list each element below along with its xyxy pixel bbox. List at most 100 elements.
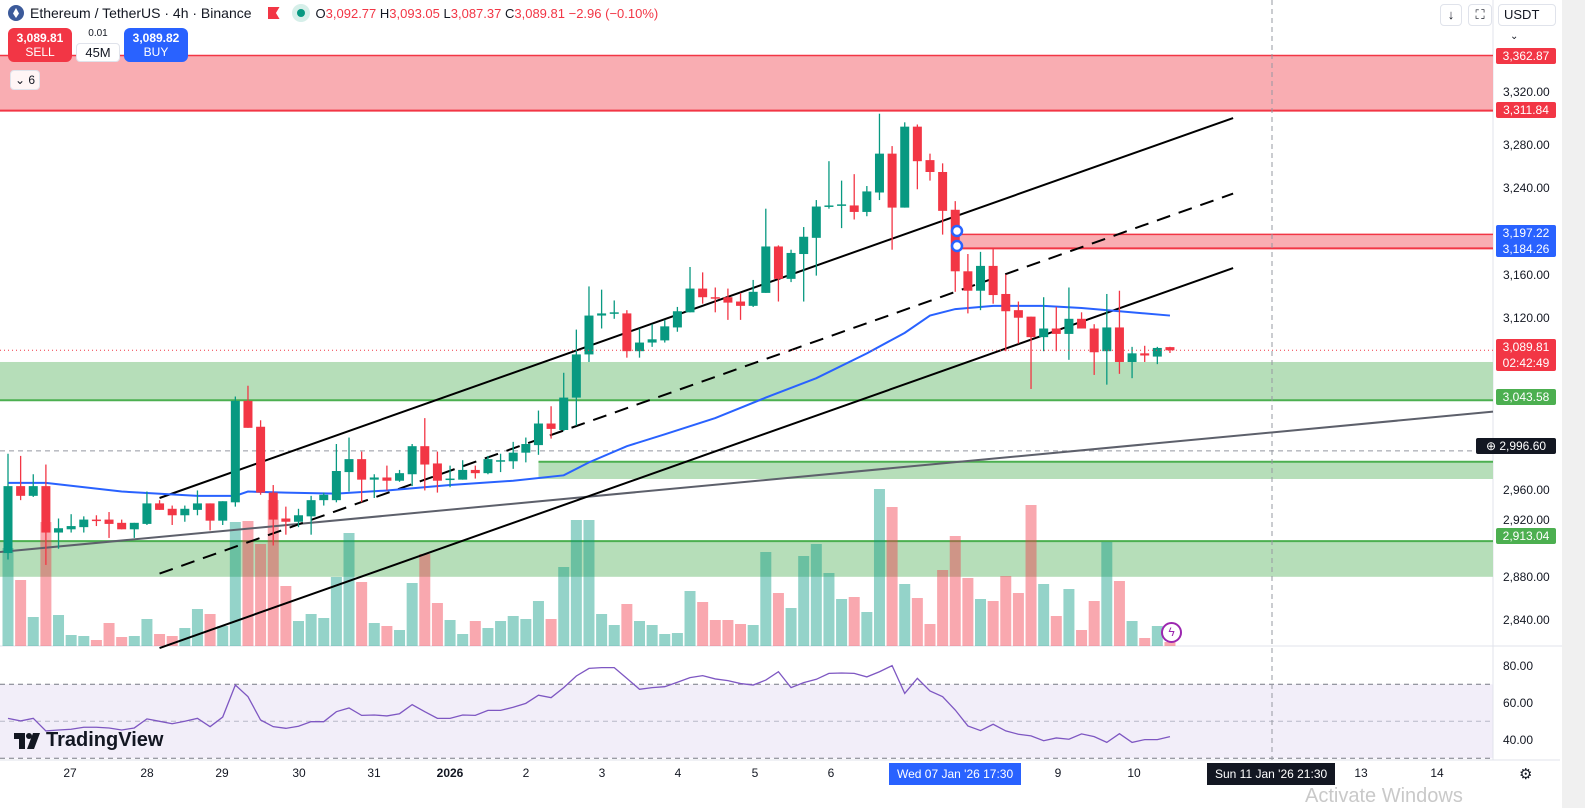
volume-bar: [2, 548, 14, 646]
candle-body: [773, 246, 783, 279]
volume-bar: [760, 552, 772, 646]
symbol-title[interactable]: Ethereum / TetherUS · 4h · Binance: [30, 5, 252, 21]
chevron-down-icon: ⌄: [1510, 31, 1519, 42]
currency-value: USDT: [1504, 7, 1540, 22]
price-badge-text: 3,043.58: [1502, 390, 1550, 404]
price-tick: 3,160.00: [1503, 267, 1550, 282]
candle-body: [1039, 328, 1049, 338]
candle-body: [799, 236, 809, 255]
candle-body: [167, 508, 177, 516]
volume-bar: [65, 635, 77, 646]
candle-body: [281, 518, 291, 522]
volume-bar: [684, 591, 696, 646]
candle-body: [1152, 347, 1162, 357]
time-label: 2: [522, 766, 530, 780]
candle-body: [41, 486, 51, 533]
currency-select[interactable]: USDT ⌄: [1498, 4, 1556, 42]
lightning-icon[interactable]: ϟ: [1161, 622, 1182, 643]
volume-bar: [1025, 505, 1037, 646]
candle-body: [672, 311, 682, 328]
volume-bar: [747, 625, 759, 646]
price-badge-blue: 3,197.22 3,184.26: [1496, 225, 1556, 257]
candle-body: [458, 469, 468, 480]
volume-bar: [1050, 616, 1062, 646]
volume-bar: [1126, 621, 1138, 646]
time-label: 4: [674, 766, 682, 780]
volume-bar: [78, 636, 90, 646]
close-label: C: [504, 5, 515, 21]
candle-body: [736, 301, 746, 306]
quantity-input[interactable]: 45M: [76, 43, 120, 62]
candle-body: [1077, 318, 1087, 329]
volume-bar: [949, 536, 961, 646]
volume-bar: [785, 608, 797, 646]
candle-body: [710, 297, 720, 299]
time-label: 2026: [436, 766, 464, 780]
candle-body: [1051, 328, 1061, 334]
volume-bar: [507, 616, 519, 646]
ohlc-values: O3,092.77 H3,093.05 L3,087.37 C3,089.81 …: [316, 6, 659, 21]
volume-bar: [154, 634, 166, 646]
volume-bar: [583, 520, 595, 646]
settings-gear-icon[interactable]: ⚙: [1519, 766, 1533, 783]
volume-bar: [431, 603, 443, 646]
market-status-icon[interactable]: [291, 4, 310, 22]
time-label: 10: [1127, 766, 1141, 780]
candle-body: [319, 494, 329, 501]
flag-icon[interactable]: [267, 7, 280, 19]
candle-body: [28, 486, 38, 496]
volume-bar: [899, 584, 911, 646]
buy-button[interactable]: 3,089.82 BUY: [124, 28, 188, 62]
candle-body: [369, 477, 379, 480]
candle-body: [104, 519, 114, 524]
candle-body: [1064, 318, 1074, 334]
candle-body: [900, 126, 910, 208]
candle-body: [230, 400, 240, 503]
volume-bar: [987, 601, 999, 646]
volume-bar: [873, 489, 885, 646]
buy-label: BUY: [143, 45, 169, 59]
time-label: 30: [292, 766, 306, 780]
volume-bar: [621, 604, 633, 646]
sell-button[interactable]: 3,089.81 SELL: [8, 28, 72, 62]
rsi-tick: 80.00: [1503, 658, 1534, 673]
volume-bar: [242, 521, 254, 646]
volume-bar: [1088, 601, 1100, 646]
high-label: H: [379, 5, 390, 21]
price-badge-green: 2,913.04: [1496, 528, 1556, 544]
volume-bar: [495, 621, 507, 646]
rsi-tick: 40.00: [1503, 732, 1534, 747]
volume-bar: [861, 612, 873, 646]
crosshair-time-label-a: Wed 07 Jan '26 17:30: [889, 763, 1022, 785]
volume-bar: [141, 619, 153, 646]
time-label: 28: [140, 766, 154, 780]
volume-bar: [166, 636, 178, 646]
price-badge-dark: ⊕ 2,996.60: [1476, 438, 1556, 454]
volume-bar: [608, 625, 620, 646]
open-label: O: [315, 5, 326, 21]
candle-body: [1089, 328, 1099, 353]
indicators-toggle-button[interactable]: ⌄ 6: [10, 70, 40, 90]
volume-bar: [735, 624, 747, 646]
volume-bar: [40, 522, 52, 646]
volume-bar: [356, 582, 368, 646]
fullscreen-icon: ⛶: [1475, 7, 1485, 22]
candle-body: [66, 526, 76, 530]
tradingview-logo-icon: [14, 732, 40, 749]
scrollbar[interactable]: [1562, 0, 1585, 808]
volume-bar: [1038, 584, 1050, 646]
scroll-to-latest-button[interactable]: ↓: [1440, 4, 1462, 26]
candle-body: [508, 452, 518, 462]
high-value: 3,093.05: [389, 5, 440, 21]
fullscreen-button[interactable]: ⛶: [1468, 4, 1492, 26]
price-badge-text: 3,362.87: [1502, 49, 1550, 63]
time-label: 31: [367, 766, 381, 780]
volume-bar: [1151, 626, 1163, 646]
volume-bar: [886, 507, 898, 646]
volume-bar: [15, 580, 27, 646]
volume-bar: [368, 623, 380, 646]
candle-body: [938, 171, 948, 211]
candle-body: [407, 446, 417, 475]
